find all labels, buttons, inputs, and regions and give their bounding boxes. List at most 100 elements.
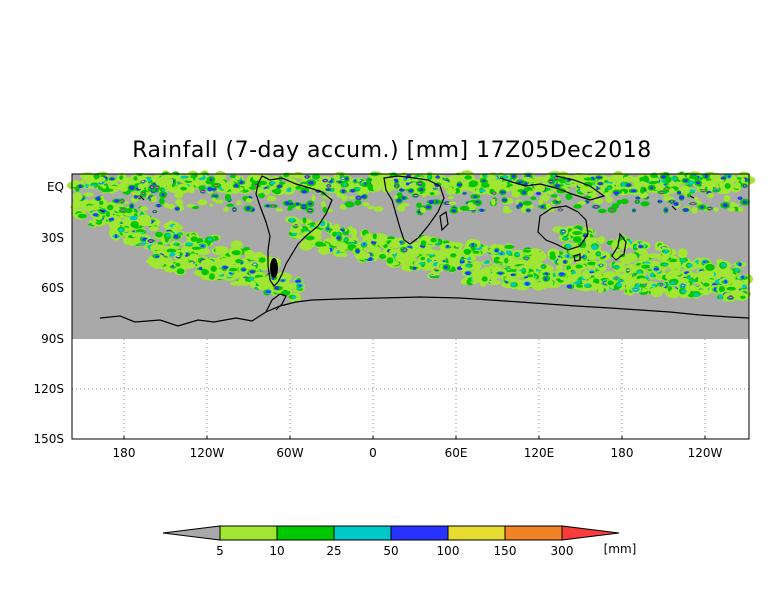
rain-cell [292, 171, 304, 179]
rain-cell [232, 208, 236, 211]
rain-cell [373, 206, 384, 212]
rain-cell [499, 191, 506, 194]
rain-cell [161, 193, 165, 197]
rain-cell [314, 241, 324, 247]
rain-cell [152, 260, 161, 269]
rain-cell [650, 177, 660, 181]
rain-cell [562, 230, 565, 233]
rain-cell [455, 242, 464, 248]
lat-label: 60S [41, 281, 64, 295]
rain-cell [99, 200, 104, 206]
rain-cell [110, 177, 114, 181]
rain-cell [230, 240, 243, 250]
rain-cell [327, 185, 331, 187]
rain-cell [266, 195, 277, 202]
rain-cell [703, 282, 710, 287]
rain-cell [555, 264, 564, 271]
rain-cell [743, 185, 747, 187]
rain-cell [133, 176, 138, 181]
rain-cell [641, 264, 651, 269]
rain-cell [108, 217, 114, 221]
rain-cell [681, 284, 685, 287]
rain-cell [566, 284, 573, 289]
rain-cell [420, 240, 427, 246]
rain-cell [428, 200, 435, 204]
rain-cell [502, 209, 513, 214]
rain-cell [93, 209, 97, 212]
rain-cell [636, 201, 639, 203]
rain-cell [637, 278, 648, 284]
rain-cell [657, 200, 663, 203]
rain-cell [541, 266, 545, 268]
rain-cell [662, 263, 668, 266]
rain-cell [235, 175, 241, 181]
rain-cell [554, 177, 558, 179]
rain-cell [539, 195, 550, 202]
rain-cell [274, 286, 280, 290]
rain-cell [172, 224, 184, 231]
rain-cell [555, 200, 559, 204]
rain-cell [180, 186, 187, 191]
rain-cell [459, 205, 470, 211]
rain-cell [110, 222, 120, 229]
rain-cell [565, 193, 573, 200]
rain-cell [169, 251, 176, 257]
rain-cell [653, 267, 659, 271]
rain-cell [440, 180, 449, 185]
rain-cell [597, 252, 601, 256]
rain-cell [122, 178, 131, 185]
rain-cell [395, 184, 398, 187]
rain-cell [308, 202, 313, 206]
rain-cell [526, 274, 534, 278]
rain-cell [479, 208, 484, 212]
rain-cell [134, 195, 138, 199]
rain-cell [687, 276, 692, 280]
rain-cell [130, 221, 139, 228]
rain-cell [406, 178, 412, 183]
rain-cell [573, 236, 582, 243]
rain-cell [374, 246, 382, 256]
rain-cell [555, 184, 561, 188]
rain-cell [418, 182, 422, 185]
rain-cell [354, 179, 357, 182]
rain-cell [724, 279, 727, 284]
rain-cell [488, 175, 498, 180]
rain-cell [209, 203, 214, 207]
rain-cell [490, 280, 502, 285]
rain-cell [360, 195, 367, 199]
rain-cell [246, 206, 251, 211]
rain-cell [642, 176, 650, 183]
rain-cell [129, 185, 135, 190]
rain-cell [168, 178, 174, 185]
rain-cell [249, 280, 256, 289]
rain-cell [549, 254, 556, 260]
rain-cell [234, 184, 239, 188]
rain-cell [604, 188, 609, 193]
rain-cell [308, 181, 314, 185]
rain-cell [688, 175, 699, 180]
rain-cell [166, 248, 177, 253]
rain-cell [235, 259, 243, 264]
rain-cell [597, 236, 606, 244]
rain-cell [575, 264, 583, 269]
rain-cell [687, 263, 693, 268]
rain-cell [472, 250, 480, 254]
rain-cell [249, 270, 256, 274]
lat-label: 30S [41, 231, 64, 245]
legend-level-label: 100 [437, 544, 460, 558]
rain-cell [726, 286, 736, 291]
rain-cell [139, 206, 149, 211]
rain-cell [670, 200, 674, 203]
rain-cell [135, 229, 145, 233]
rain-cell [626, 252, 638, 262]
legend-level-label: 50 [383, 544, 398, 558]
rain-cell [426, 259, 432, 262]
rain-cell [185, 242, 194, 246]
rain-cell [621, 182, 626, 187]
rain-cell [473, 195, 478, 198]
rain-cell [183, 262, 196, 269]
rain-cell [401, 185, 410, 190]
rain-cell [527, 190, 533, 197]
lon-label: 180 [611, 446, 634, 460]
rain-cell [93, 213, 98, 217]
